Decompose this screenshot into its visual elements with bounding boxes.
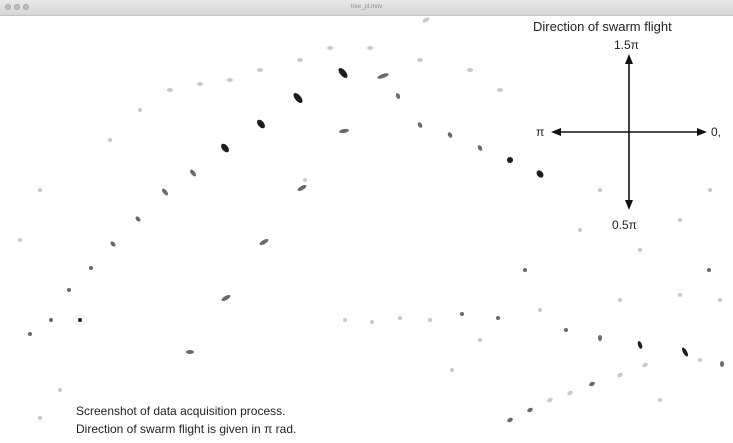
- insect-blob: [422, 17, 430, 23]
- arrow-down-head: [625, 200, 633, 210]
- insect-blob: [718, 298, 722, 302]
- insect-blob: [417, 58, 423, 62]
- insect-blob: [538, 308, 542, 312]
- insect-blob: [135, 216, 141, 222]
- compass-title: Direction of swarm flight: [533, 19, 672, 34]
- insect-blob: [527, 407, 533, 413]
- insect-blob: [417, 122, 423, 128]
- insect-blob: [589, 381, 595, 387]
- insect-blob: [186, 350, 194, 354]
- insect-blob: [681, 347, 689, 357]
- insect-blob: [497, 88, 503, 92]
- insect-blob: [507, 157, 513, 163]
- insect-blob: [138, 108, 142, 112]
- insect-blob: [28, 332, 32, 336]
- insect-blob: [523, 268, 527, 272]
- insect-blob: [197, 82, 203, 86]
- insect-blob: [293, 93, 303, 103]
- insect-blob: [110, 241, 116, 247]
- insect-blob: [428, 318, 432, 322]
- insect-blob: [467, 68, 473, 72]
- insect-blob: [367, 46, 373, 50]
- insect-blob: [370, 320, 374, 324]
- arrow-up-head: [625, 54, 633, 64]
- caption-line-2: Direction of swarm flight is given in π …: [76, 422, 297, 436]
- insect-blob: [460, 312, 464, 316]
- insect-blob: [162, 188, 168, 196]
- caption-line-1: Screenshot of data acquisition process.: [76, 404, 286, 418]
- insect-blob: [567, 390, 573, 396]
- insect-blob: [338, 68, 348, 78]
- insect-blob: [450, 368, 454, 372]
- window-titlebar[interactable]: tree_pl.mov: [0, 0, 733, 16]
- insect-blob: [617, 372, 623, 378]
- insect-blob: [257, 119, 265, 129]
- insect-blob: [547, 397, 553, 403]
- insect-blob: [221, 143, 229, 153]
- insect-blobs: [18, 17, 724, 423]
- compass-label-right: 0,: [711, 125, 722, 139]
- insect-blob: [227, 78, 233, 82]
- insect-blob: [678, 218, 682, 222]
- insect-blob: [49, 318, 53, 322]
- insect-blob: [167, 88, 173, 92]
- insect-blob: [678, 293, 682, 297]
- insect-blob: [708, 188, 712, 192]
- insect-blob: [18, 238, 22, 242]
- insect-blob: [58, 388, 62, 392]
- insect-blob: [38, 416, 42, 420]
- insect-blob: [447, 132, 453, 138]
- insect-blob: [598, 188, 602, 192]
- insect-blob: [478, 338, 482, 342]
- insect-blob: [564, 328, 568, 332]
- window-title: tree_pl.mov: [350, 4, 383, 10]
- insect-blob: [343, 318, 347, 322]
- compass-label-left: π: [536, 125, 545, 139]
- insect-blob: [637, 341, 643, 349]
- insect-blob: [297, 184, 307, 192]
- insect-blob: [327, 46, 333, 50]
- insect-blob: [720, 361, 724, 367]
- insect-blob: [477, 145, 483, 151]
- insect-blob: [259, 238, 269, 246]
- close-window-button[interactable]: [5, 4, 11, 10]
- arrow-right-head: [697, 128, 707, 136]
- insect-blob: [698, 358, 702, 362]
- insect-blob: [89, 266, 93, 270]
- insect-blob: [578, 228, 582, 232]
- insect-blob: [190, 169, 196, 177]
- insect-blob: [658, 398, 662, 402]
- swarm-frame: [18, 17, 724, 423]
- insect-blob: [67, 288, 71, 292]
- zoom-window-button[interactable]: [23, 4, 29, 10]
- insect-blob: [398, 316, 402, 320]
- insect-blob: [78, 318, 82, 322]
- insect-blob: [507, 417, 513, 423]
- insect-blob: [618, 298, 622, 302]
- insect-blob: [598, 335, 602, 341]
- minimize-window-button[interactable]: [14, 4, 20, 10]
- insect-blob: [377, 73, 389, 79]
- compass-label-down: 0.5π: [612, 218, 637, 232]
- insect-blob: [339, 128, 349, 134]
- insect-blob: [395, 93, 401, 99]
- insect-blob: [257, 68, 263, 72]
- insect-blob: [303, 178, 307, 182]
- insect-blob: [642, 362, 648, 368]
- insect-blob: [536, 170, 544, 178]
- arrow-left-head: [551, 128, 561, 136]
- compass-arrows: [551, 54, 707, 210]
- insect-blob: [221, 294, 231, 302]
- insect-blob: [707, 268, 711, 272]
- insect-blob: [496, 316, 500, 320]
- insect-blob: [108, 138, 112, 142]
- compass-label-up: 1.5π: [614, 38, 639, 52]
- insect-blob: [38, 188, 42, 192]
- insect-blob: [638, 248, 642, 252]
- insect-blob: [297, 58, 303, 62]
